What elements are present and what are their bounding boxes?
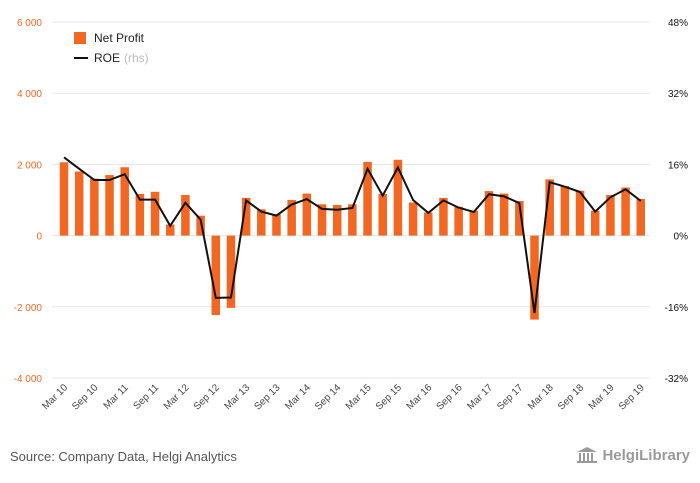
logo-text: HelgiLibrary bbox=[602, 446, 690, 464]
bar bbox=[317, 204, 327, 236]
y-tick-label: 4 000 bbox=[17, 89, 42, 100]
x-tick-label: Sep 10 bbox=[70, 382, 100, 412]
chart: -4 000 -2 000 0 2 000 4 000 6 000 -32% -16% 0% 1… bbox=[14, 18, 688, 413]
bar bbox=[590, 210, 600, 236]
x-tick-label: Mar 15 bbox=[344, 382, 374, 412]
bar bbox=[302, 193, 312, 236]
bar bbox=[393, 159, 403, 236]
bar bbox=[621, 187, 630, 236]
legend-label-roe: ROE bbox=[94, 51, 121, 65]
legend-swatch-roe bbox=[74, 57, 88, 59]
x-tick-label: Sep 17 bbox=[495, 382, 525, 412]
bar bbox=[545, 179, 554, 236]
x-tick-label: Mar 16 bbox=[405, 382, 435, 412]
bar bbox=[560, 186, 570, 236]
x-tick-label: Sep 11 bbox=[132, 382, 162, 412]
net-profit-bars bbox=[59, 159, 646, 320]
x-tick-label: Sep 12 bbox=[192, 382, 222, 412]
x-tick-label: Sep 13 bbox=[252, 382, 282, 412]
y2-tick-label: 16% bbox=[668, 160, 688, 171]
bar bbox=[226, 235, 236, 308]
bar bbox=[348, 204, 357, 236]
legend: Net Profit ROE (rhs) bbox=[74, 28, 149, 68]
bar bbox=[424, 212, 433, 236]
bar bbox=[636, 198, 646, 236]
y-tick-label: -4 000 bbox=[14, 374, 43, 385]
x-tick-label: Sep 19 bbox=[617, 382, 647, 412]
bar bbox=[165, 224, 175, 236]
bar bbox=[575, 190, 585, 236]
y-tick-label: 2 000 bbox=[17, 160, 42, 171]
x-tick-label: Mar 11 bbox=[102, 382, 132, 412]
y2-tick-label: 0% bbox=[674, 232, 689, 243]
bar bbox=[363, 161, 372, 236]
bar bbox=[287, 200, 296, 236]
bar bbox=[272, 214, 281, 236]
source-note: Source: Company Data, Helgi Analytics bbox=[10, 449, 237, 464]
bar bbox=[439, 197, 448, 236]
y2-tick-label: 32% bbox=[668, 89, 688, 100]
x-tick-label: Sep 16 bbox=[435, 382, 465, 412]
x-tick-label: Mar 19 bbox=[587, 382, 617, 412]
y2-tick-label: 48% bbox=[668, 18, 688, 29]
y2-tick-label: -16% bbox=[665, 303, 688, 314]
y2-tick-label: -32% bbox=[665, 374, 688, 385]
x-tick-label: Sep 18 bbox=[556, 382, 586, 412]
bar bbox=[257, 209, 266, 236]
legend-swatch-net-profit bbox=[74, 32, 86, 44]
x-tick-label: Mar 17 bbox=[465, 382, 495, 412]
bar bbox=[332, 204, 342, 236]
bar bbox=[408, 202, 418, 236]
bar bbox=[120, 167, 129, 236]
bar bbox=[515, 201, 524, 236]
bar bbox=[378, 193, 387, 236]
bar bbox=[181, 195, 190, 236]
y-axis-left: -4 000 -2 000 0 2 000 4 000 6 000 bbox=[14, 18, 43, 385]
x-tick-label: Mar 18 bbox=[526, 382, 556, 412]
bar bbox=[606, 195, 615, 236]
bar bbox=[196, 215, 205, 236]
legend-item-net-profit: Net Profit bbox=[74, 28, 149, 48]
y-axis-right: -32% -16% 0% 16% 32% 48% bbox=[665, 18, 688, 385]
y-tick-label: 0 bbox=[36, 232, 42, 243]
y-tick-label: -2 000 bbox=[14, 303, 43, 314]
bar bbox=[469, 210, 479, 236]
roe-line-series bbox=[63, 156, 642, 314]
bar bbox=[454, 206, 463, 236]
bar bbox=[90, 178, 99, 236]
bar bbox=[135, 193, 145, 236]
legend-note-rhs: (rhs) bbox=[124, 51, 149, 65]
x-tick-label: Mar 12 bbox=[162, 382, 192, 412]
roe-line bbox=[63, 156, 642, 314]
x-tick-label: Sep 14 bbox=[313, 382, 343, 412]
x-tick-label: Mar 13 bbox=[222, 382, 252, 412]
bar bbox=[211, 235, 221, 315]
x-tick-label: Sep 15 bbox=[374, 382, 404, 412]
legend-item-roe: ROE (rhs) bbox=[74, 48, 149, 68]
legend-label-net-profit: Net Profit bbox=[94, 31, 145, 45]
y-tick-label: 6 000 bbox=[17, 18, 42, 29]
bar bbox=[530, 235, 539, 320]
bar bbox=[74, 171, 84, 236]
x-axis: Mar 10 Sep 10 Mar 11 Sep 11 Mar 12 Sep 12 Mar … bbox=[40, 382, 647, 413]
bar bbox=[59, 162, 69, 236]
library-building-icon bbox=[577, 447, 598, 463]
x-tick-label: Mar 10 bbox=[40, 382, 70, 412]
x-tick-label: Mar 14 bbox=[283, 382, 313, 412]
bar bbox=[484, 191, 494, 236]
helgi-library-logo[interactable]: HelgiLibrary bbox=[576, 446, 690, 464]
bar bbox=[105, 175, 114, 236]
bar bbox=[241, 197, 251, 236]
bar bbox=[499, 193, 509, 236]
bar bbox=[150, 191, 160, 236]
